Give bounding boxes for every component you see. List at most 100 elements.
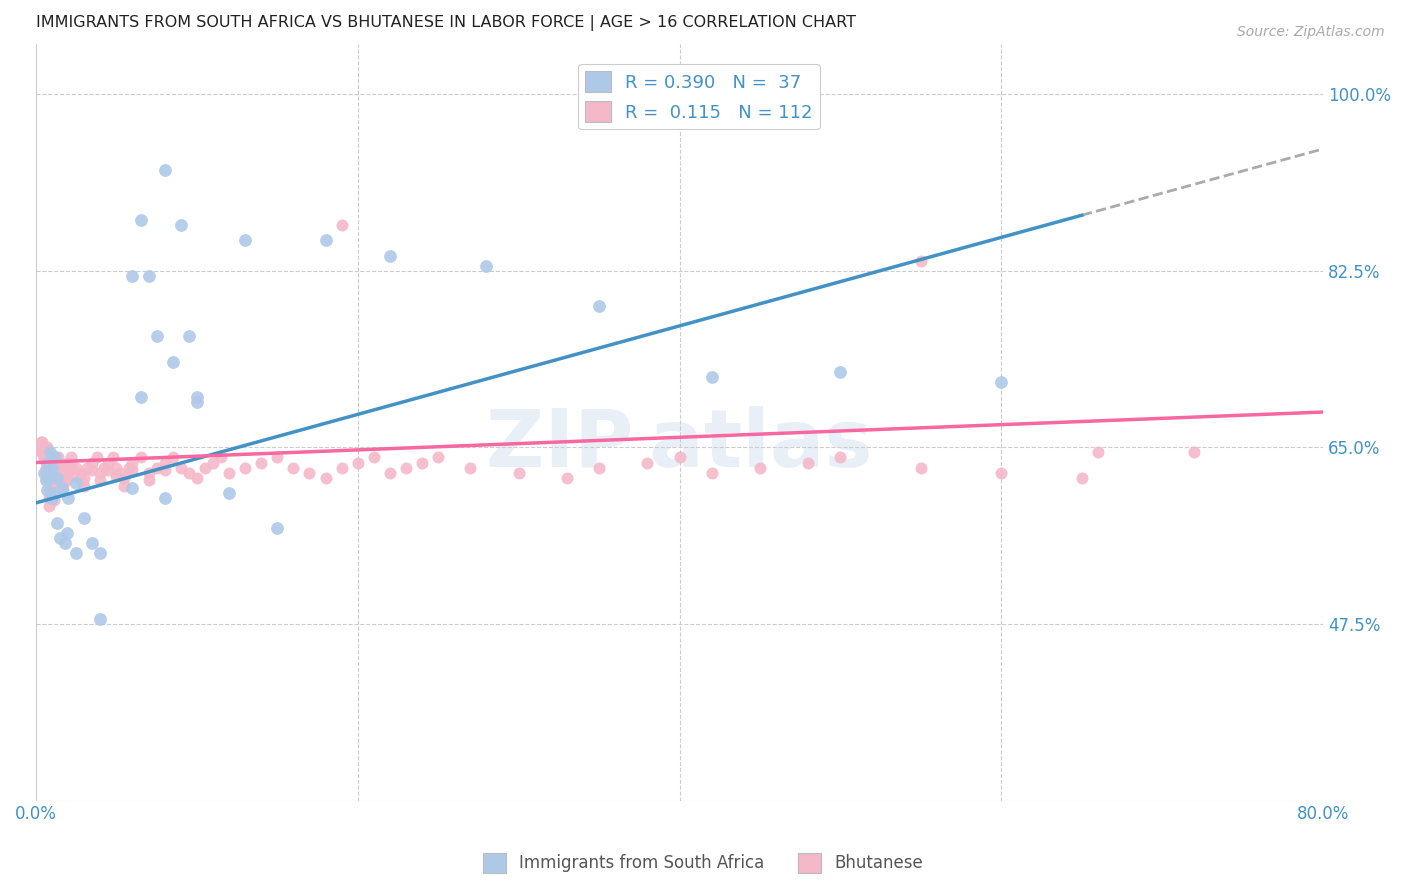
Point [138, 473, 160, 487]
Point [145, 329, 167, 343]
Point [73, 470, 96, 484]
Point [42, 492, 65, 507]
Point [45, 516, 67, 530]
Point [56, 456, 79, 470]
Point [363, 450, 385, 465]
Point [30, 445, 52, 459]
Point [34, 473, 56, 487]
Point [45, 470, 67, 484]
Point [55, 526, 77, 541]
Point [37, 442, 59, 457]
Point [37, 441, 59, 455]
Point [49, 456, 72, 470]
Point [93, 460, 115, 475]
Point [330, 460, 353, 475]
Point [49, 531, 72, 545]
Point [105, 468, 128, 483]
Point [460, 460, 482, 475]
Point [266, 521, 288, 535]
Point [114, 479, 136, 493]
Point [1184, 445, 1206, 459]
Point [250, 456, 273, 470]
Point [89, 546, 111, 560]
Point [44, 450, 66, 465]
Point [32, 450, 55, 465]
Point [34, 460, 56, 475]
Point [39, 466, 62, 480]
Point [153, 462, 176, 476]
Point [41, 470, 63, 484]
Point [56, 462, 79, 476]
Point [138, 466, 160, 480]
Point [121, 481, 143, 495]
Point [82, 456, 104, 470]
Point [118, 460, 141, 475]
Point [170, 460, 193, 475]
Point [41, 491, 63, 505]
Point [588, 460, 610, 475]
Point [82, 536, 104, 550]
Point [315, 234, 337, 248]
Legend: Immigrants from South Africa, Bhutanese: Immigrants from South Africa, Bhutanese [477, 847, 929, 880]
Text: IMMIGRANTS FROM SOUTH AFRICA VS BHUTANESE IN LABOR FORCE | AGE > 16 CORRELATION : IMMIGRANTS FROM SOUTH AFRICA VS BHUTANES… [37, 15, 856, 31]
Legend: R = 0.390   N =  37, R =  0.115   N = 112: R = 0.390 N = 37, R = 0.115 N = 112 [578, 64, 820, 129]
Point [44, 460, 66, 475]
Point [48, 458, 70, 473]
Point [668, 450, 690, 465]
Point [37, 483, 59, 497]
Point [30, 435, 52, 450]
Point [53, 468, 76, 483]
Point [86, 450, 108, 465]
Point [378, 466, 401, 480]
Point [65, 468, 87, 483]
Point [51, 470, 73, 484]
Point [31, 435, 53, 450]
Point [177, 466, 200, 480]
Point [218, 485, 240, 500]
Point [186, 390, 208, 404]
Point [41, 460, 63, 475]
Point [53, 536, 76, 550]
Point [129, 450, 152, 465]
Point [38, 499, 60, 513]
Point [283, 460, 305, 475]
Point [65, 475, 87, 490]
Point [138, 268, 160, 283]
Point [42, 485, 65, 500]
Point [60, 458, 83, 473]
Point [427, 450, 450, 465]
Point [145, 460, 167, 475]
Point [177, 329, 200, 343]
Point [1070, 470, 1092, 484]
Point [233, 234, 256, 248]
Point [73, 479, 96, 493]
Point [52, 483, 75, 497]
Point [153, 162, 176, 177]
Point [39, 489, 62, 503]
Point [636, 456, 658, 470]
Point [101, 450, 124, 465]
Point [49, 462, 72, 476]
Point [48, 450, 70, 465]
Point [55, 466, 77, 480]
Point [51, 479, 73, 493]
Point [129, 390, 152, 404]
Point [45, 475, 67, 490]
Point [32, 466, 55, 480]
Point [38, 491, 60, 505]
Point [70, 473, 93, 487]
Point [153, 491, 176, 505]
Point [39, 445, 62, 459]
Point [346, 456, 368, 470]
Point [186, 395, 208, 409]
Point [55, 473, 77, 487]
Point [749, 460, 772, 475]
Point [51, 481, 73, 495]
Point [76, 460, 98, 475]
Point [73, 511, 96, 525]
Point [588, 299, 610, 313]
Point [201, 456, 224, 470]
Text: Source: ZipAtlas.com: Source: ZipAtlas.com [1237, 25, 1385, 39]
Point [411, 456, 433, 470]
Point [990, 375, 1012, 389]
